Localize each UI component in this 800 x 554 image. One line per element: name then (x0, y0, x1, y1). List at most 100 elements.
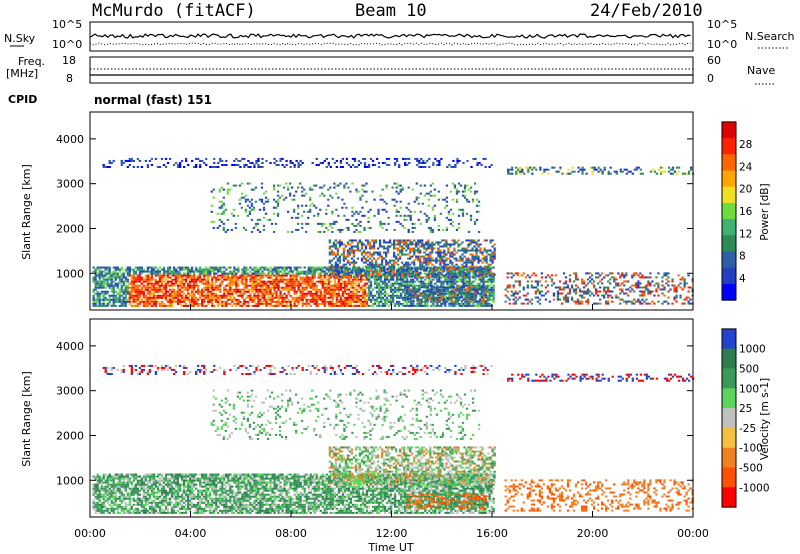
echo-cell (215, 276, 218, 279)
echo-cell (263, 300, 266, 303)
echo-cell (449, 245, 452, 248)
echo-cell (241, 276, 244, 279)
echo-cell (199, 274, 202, 277)
echo-cell (233, 274, 236, 277)
echo-cell (237, 270, 240, 273)
echo-cell (275, 163, 278, 166)
echo-cell (405, 243, 408, 246)
echo-cell (468, 296, 472, 299)
echo-cell (358, 249, 362, 252)
echo-cell (409, 243, 412, 246)
echo-cell (429, 253, 432, 256)
echo-cell (207, 274, 210, 277)
echo-cell (260, 198, 264, 201)
echo-cell (399, 245, 402, 248)
echo-cell (550, 274, 554, 277)
echo-cell (293, 282, 296, 285)
echo-cell (244, 210, 248, 213)
echo-cell (325, 296, 328, 299)
echo-cell (241, 268, 244, 271)
echo-cell (566, 300, 570, 303)
echo-cell (331, 284, 334, 287)
echo-cell (401, 249, 404, 252)
echo-cell (538, 280, 541, 283)
echo-cell (467, 269, 470, 272)
echo-cell (184, 157, 188, 160)
echo-cell (106, 284, 109, 287)
echo-cell (140, 292, 144, 295)
echo-cell (218, 224, 221, 227)
echo-cell (329, 280, 332, 283)
echo-cell (365, 190, 368, 193)
echo-cell (442, 288, 445, 291)
echo-cell (466, 284, 469, 287)
echo-cell (321, 268, 324, 271)
echo-cell (180, 284, 184, 287)
echo-cell (350, 239, 354, 242)
echo-cell (246, 182, 250, 185)
echo-cell (430, 296, 433, 299)
echo-cell (398, 286, 401, 289)
echo-cell (229, 290, 232, 293)
echo-cell (360, 243, 364, 246)
echo-cell (392, 292, 395, 295)
echo-cell (254, 222, 258, 225)
echo-cell (359, 288, 363, 291)
echo-cell (315, 294, 318, 297)
echo-cell (130, 286, 133, 289)
echo-cell (130, 157, 133, 160)
echo-cell (453, 275, 456, 278)
echo-cell (244, 208, 248, 211)
echo-cell (150, 157, 154, 160)
echo-cell (417, 257, 420, 260)
echo-cell (146, 302, 150, 305)
echo-cell (205, 274, 208, 277)
echo-cell (443, 255, 446, 258)
echo-cell (486, 290, 489, 293)
echo-cell (134, 288, 137, 291)
echo-cell (490, 294, 493, 297)
echo-cell (429, 267, 432, 270)
echo-cell (536, 284, 539, 287)
echo-cell (403, 226, 406, 229)
echo-cell (434, 282, 437, 285)
echo-cell (309, 186, 312, 189)
echo-cell (164, 284, 168, 287)
echo-cell (493, 247, 496, 250)
echo-cell (431, 230, 434, 233)
echo-cell (295, 284, 298, 287)
echo-cell (473, 259, 476, 262)
echo-cell (245, 286, 248, 289)
echo-cell (330, 259, 333, 262)
echo-cell (207, 280, 210, 283)
echo-cell (172, 266, 176, 269)
echo-cell (281, 298, 284, 301)
echo-cell (219, 270, 222, 273)
echo-cell (118, 288, 121, 291)
echo-cell (213, 294, 216, 297)
echo-cell (420, 284, 423, 287)
echo-cell (478, 298, 482, 301)
echo-cell (462, 304, 465, 307)
echo-cell (124, 294, 127, 297)
echo-cell (452, 294, 456, 297)
echo-cell (361, 184, 364, 187)
echo-cell (305, 286, 308, 289)
echo-cell (413, 243, 416, 246)
echo-cell (323, 194, 326, 197)
echo-cell (211, 268, 214, 271)
echo-cell (379, 296, 383, 299)
echo-cell (410, 266, 413, 269)
echo-cell (477, 239, 480, 242)
echo-cell (191, 302, 194, 305)
echo-cell (215, 300, 218, 303)
echo-cell (417, 239, 420, 242)
echo-cell (540, 284, 544, 287)
echo-cell (116, 298, 119, 301)
echo-cell (265, 282, 268, 285)
echo-cell (164, 278, 168, 281)
echo-cell (301, 292, 304, 295)
echo-cell (227, 290, 230, 293)
echo-cell (383, 304, 387, 307)
echo-cell (128, 286, 131, 289)
